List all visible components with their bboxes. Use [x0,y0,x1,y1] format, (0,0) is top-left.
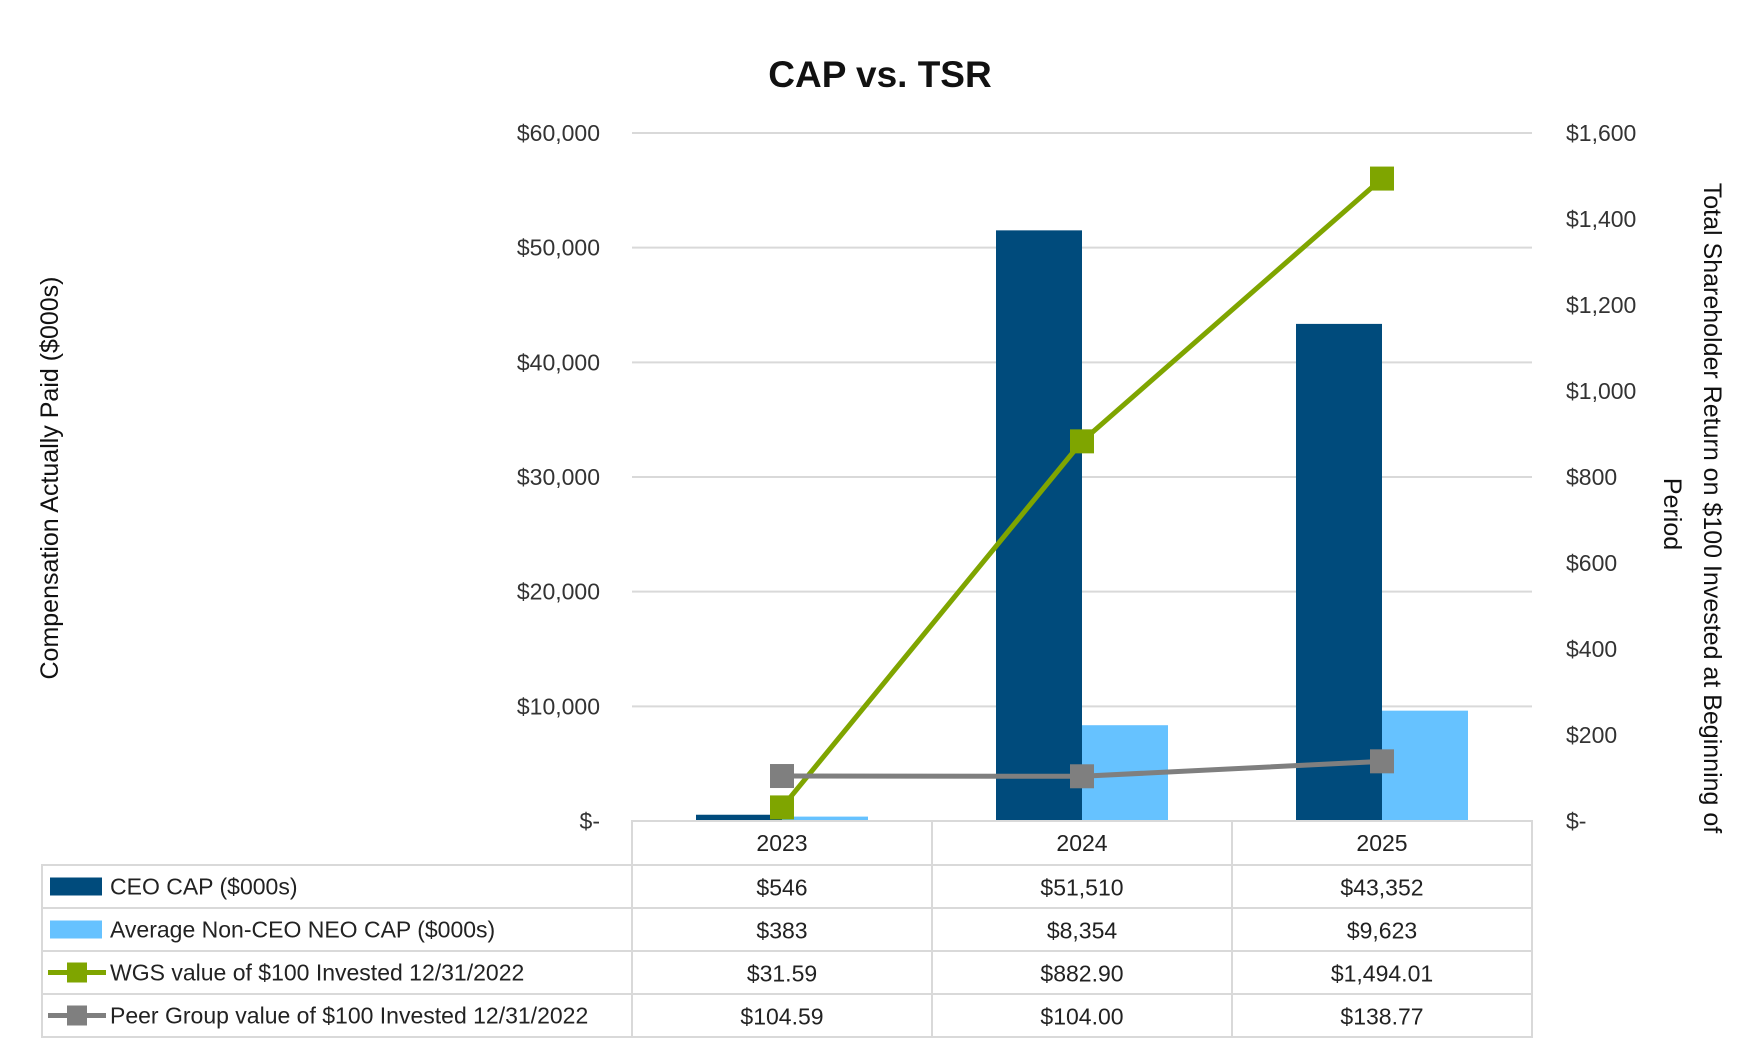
bar-series [696,230,1468,822]
y-axis-label: Compensation Actually Paid ($000s) [36,276,64,679]
table-cell-value: $138.77 [1340,1004,1423,1030]
marker-wgs-tsr [1370,166,1394,191]
data-table: 2023 2024 2025 CEO CAP ($000s) $546 $51,510 $4… [41,820,1533,1038]
y-tick-label: $10,000 [517,693,600,719]
bar-ceo-cap [1296,323,1382,821]
marker-wgs-tsr [1070,429,1094,454]
bar-ceo-cap [696,814,782,821]
y-tick-label: $30,000 [517,464,600,490]
y-tick-label: $- [580,808,600,834]
y2-tick-label: $1,000 [1566,378,1636,404]
y2-tick-label: $1,400 [1566,206,1636,232]
legend-label: Average Non-CEO NEO CAP ($000s) [110,917,495,943]
table-cell-value: $51,510 [1040,875,1123,901]
legend-label: Peer Group value of $100 Invested 12/31/… [110,1003,588,1029]
bar-ceo-cap [996,230,1082,822]
legend-label: CEO CAP ($000s) [110,874,297,900]
legend-key-bar [50,920,102,939]
legend-label: WGS value of $100 Invested 12/31/2022 [110,960,524,986]
y2-tick-label: $800 [1566,464,1617,490]
table-cell-value: $31.59 [747,961,817,987]
marker-peer-tsr [770,764,794,789]
legend-key-marker [67,962,87,983]
y2-tick-label: $600 [1566,550,1617,576]
chart-title: CAP vs. TSR [768,54,991,95]
y-tick-label: $20,000 [517,579,600,605]
marker-peer-tsr [1370,749,1394,774]
marker-wgs-tsr [770,795,794,820]
legend-key-bar [50,877,102,896]
y-axis-ticks: $- $10,000 $20,000 $30,000 $40,000 $50,000 $60… [517,120,600,834]
table-cell-value: $882.90 [1040,961,1123,987]
line-series [770,166,1394,820]
y2-axis-label-line1: Total Shareholder Return on $100 Investe… [1698,183,1726,834]
y2-tick-label: $- [1566,808,1586,834]
bar-non-ceo-cap [1382,710,1468,821]
y-tick-label: $50,000 [517,235,600,261]
bar-non-ceo-cap [782,816,868,821]
y2-axis-ticks: $- $200 $400 $600 $800 $1,000 $1,200 $1,400 $1,6… [1566,120,1636,834]
y2-tick-label: $1,200 [1566,292,1636,318]
legend-key-marker [67,1005,87,1026]
y-tick-label: $60,000 [517,120,600,146]
table-cell-value: $43,352 [1340,875,1423,901]
table-cell-value: $9,623 [1347,918,1417,944]
table-cell-value: $383 [756,918,807,944]
y2-tick-label: $200 [1566,722,1617,748]
y-tick-label: $40,000 [517,349,600,375]
x-category-label: 2024 [1056,830,1107,856]
table-cell-value: $8,354 [1047,918,1118,944]
y2-tick-label: $1,600 [1566,120,1636,146]
marker-peer-tsr [1070,764,1094,789]
table-cell-value: $104.59 [740,1004,823,1030]
table-cell-value: $104.00 [1040,1004,1123,1030]
y2-axis-label-line2: Period [1658,478,1686,550]
x-category-label: 2023 [756,830,807,856]
table-cell-value: $1,494.01 [1331,961,1433,987]
table-cell-value: $546 [756,875,807,901]
x-category-label: 2025 [1356,830,1407,856]
y2-tick-label: $400 [1566,636,1617,662]
